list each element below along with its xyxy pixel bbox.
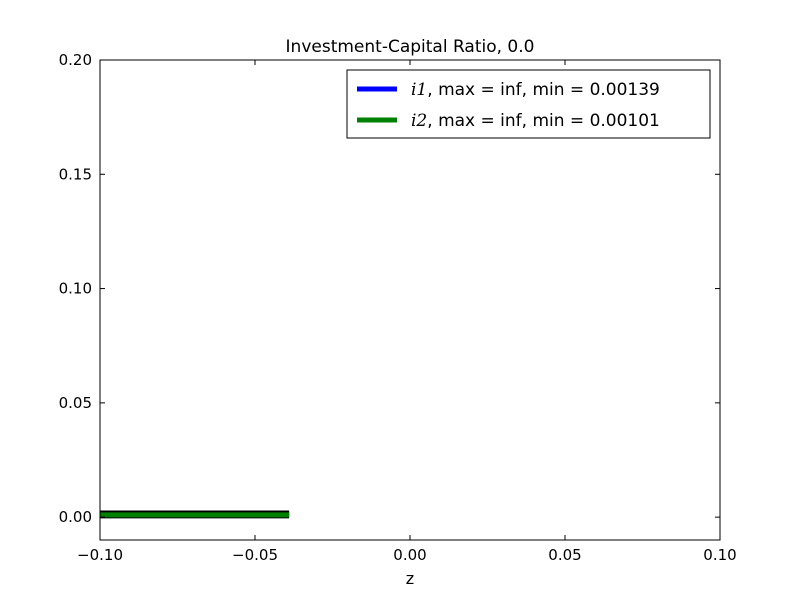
x-tick-label: −0.05: [232, 546, 278, 564]
y-tick-label: 0.10: [59, 280, 92, 298]
y-tick-label: 0.20: [59, 51, 92, 69]
legend-label-rest: , max = inf, min = 0.00139: [427, 80, 660, 100]
legend-variable: i2: [411, 111, 427, 131]
legend-entry-i1: i1, max = inf, min = 0.00139: [411, 80, 660, 100]
x-axis: −0.10 −0.05 0.00 0.05 0.10: [77, 60, 737, 564]
legend-entry-i2: i2, max = inf, min = 0.00101: [411, 111, 660, 131]
legend-label-rest: , max = inf, min = 0.00101: [427, 111, 660, 131]
series-layer: [100, 510, 290, 519]
y-tick-label: 0.05: [59, 394, 92, 412]
x-tick-label: 0.05: [548, 546, 581, 564]
y-tick-label: 0.15: [59, 165, 92, 183]
x-tick-label: −0.10: [77, 546, 123, 564]
y-axis: 0.00 0.05 0.10 0.15 0.20: [59, 51, 720, 526]
legend-variable: i1: [411, 80, 427, 100]
chart-title: Investment-Capital Ratio, 0.0: [286, 37, 535, 57]
x-tick-label: 0.10: [703, 546, 736, 564]
x-tick-label: 0.00: [393, 546, 426, 564]
legend-box: [346, 69, 711, 139]
x-axis-label: z: [406, 569, 414, 588]
y-tick-label: 0.00: [59, 508, 92, 526]
